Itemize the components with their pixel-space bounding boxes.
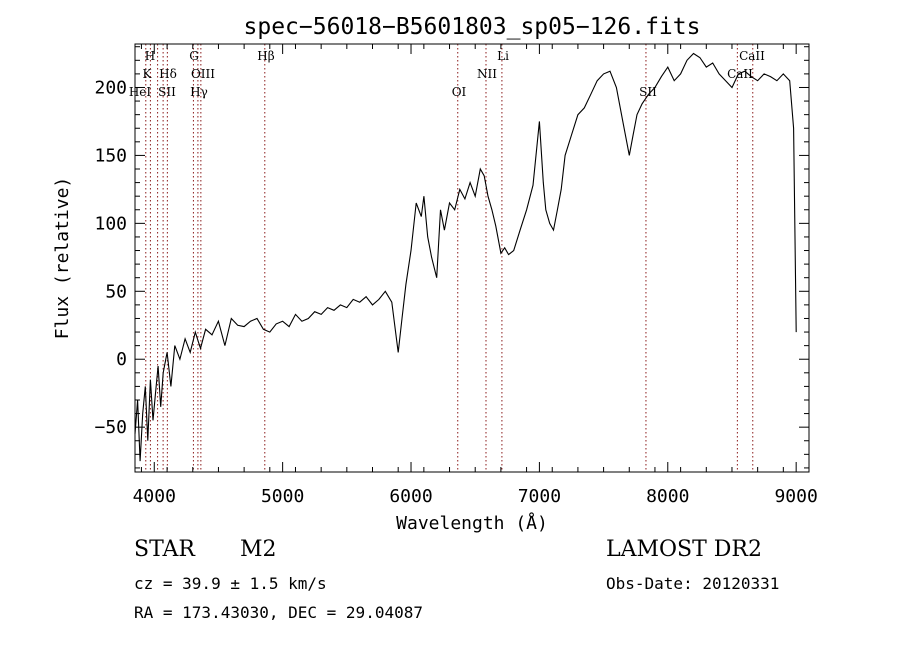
line-label: Hβ xyxy=(257,49,274,63)
y-tick-label: 100 xyxy=(94,213,127,234)
line-label: SII xyxy=(158,85,176,99)
line-label: HeI xyxy=(129,85,152,99)
line-label: NII xyxy=(477,67,497,81)
x-tick-label: 7000 xyxy=(518,486,561,507)
line-label: K xyxy=(143,67,153,81)
chart-title: spec−56018−B5601803_sp05−126.fits xyxy=(244,14,701,40)
obs-date: Obs-Date: 20120331 xyxy=(606,574,780,593)
line-labels-layer: H G Hβ Li CaII K Hδ OIII NII CaII HeI SII Hγ OI SII xyxy=(129,49,765,99)
x-tick-label: 4000 xyxy=(133,486,176,507)
y-axis: −50 0 50 100 150 200 xyxy=(94,46,809,469)
line-label: Hδ xyxy=(159,67,177,81)
line-label: SII xyxy=(639,85,657,99)
plot-frame xyxy=(134,43,810,473)
line-label: Hγ xyxy=(190,85,208,99)
object-subclass: M2 xyxy=(240,537,277,562)
survey-name: LAMOST DR2 xyxy=(606,537,762,562)
y-axis-label: Flux (relative) xyxy=(52,177,73,340)
coordinates: RA = 173.43030, DEC = 29.04087 xyxy=(134,603,423,622)
line-label: Li xyxy=(497,49,509,63)
line-label: CaII xyxy=(727,67,753,81)
y-tick-label: 0 xyxy=(116,349,127,370)
y-tick-label: −50 xyxy=(94,417,127,438)
x-axis: 4000 5000 6000 7000 8000 9000 xyxy=(133,44,818,507)
x-tick-label: 9000 xyxy=(774,486,817,507)
spectrum-series-line xyxy=(134,52,797,462)
x-tick-label: 6000 xyxy=(389,486,432,507)
line-label: OI xyxy=(452,85,467,99)
redshift-readout: cz = 39.9 ± 1.5 km/s xyxy=(134,574,327,593)
line-label: G xyxy=(189,49,199,63)
y-tick-label: 200 xyxy=(94,77,127,98)
x-axis-label: Wavelength (Å) xyxy=(396,512,548,534)
line-label: OIII xyxy=(191,67,215,81)
line-label: CaII xyxy=(739,49,765,63)
object-class: STAR xyxy=(134,537,195,562)
line-label: H xyxy=(145,49,155,63)
x-tick-label: 8000 xyxy=(646,486,689,507)
emission-lines-layer xyxy=(145,44,754,472)
y-tick-label: 50 xyxy=(105,281,127,302)
x-tick-label: 5000 xyxy=(261,486,304,507)
y-tick-label: 150 xyxy=(94,145,127,166)
